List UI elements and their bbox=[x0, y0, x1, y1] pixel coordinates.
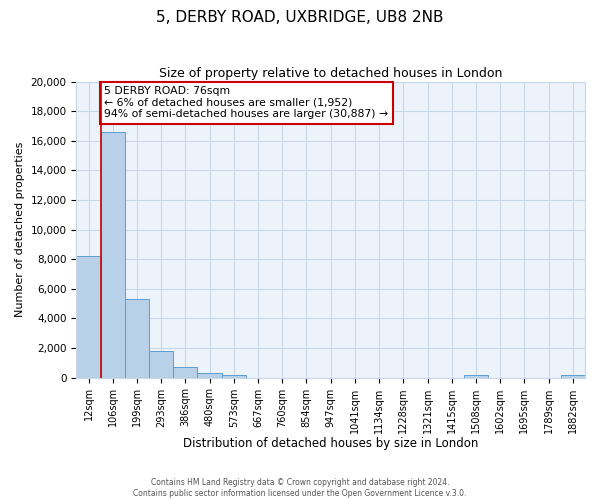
Text: 5, DERBY ROAD, UXBRIDGE, UB8 2NB: 5, DERBY ROAD, UXBRIDGE, UB8 2NB bbox=[156, 10, 444, 25]
X-axis label: Distribution of detached houses by size in London: Distribution of detached houses by size … bbox=[183, 437, 478, 450]
Text: 5 DERBY ROAD: 76sqm
← 6% of detached houses are smaller (1,952)
94% of semi-deta: 5 DERBY ROAD: 76sqm ← 6% of detached hou… bbox=[104, 86, 388, 120]
Bar bbox=[101, 132, 125, 378]
Bar bbox=[197, 373, 222, 378]
Bar bbox=[173, 368, 197, 378]
Bar bbox=[561, 376, 585, 378]
Y-axis label: Number of detached properties: Number of detached properties bbox=[15, 142, 25, 318]
Title: Size of property relative to detached houses in London: Size of property relative to detached ho… bbox=[159, 68, 502, 80]
Bar bbox=[125, 299, 149, 378]
Bar bbox=[464, 376, 488, 378]
Bar bbox=[222, 376, 246, 378]
Text: Contains HM Land Registry data © Crown copyright and database right 2024.
Contai: Contains HM Land Registry data © Crown c… bbox=[133, 478, 467, 498]
Bar bbox=[149, 351, 173, 378]
Bar bbox=[76, 256, 101, 378]
